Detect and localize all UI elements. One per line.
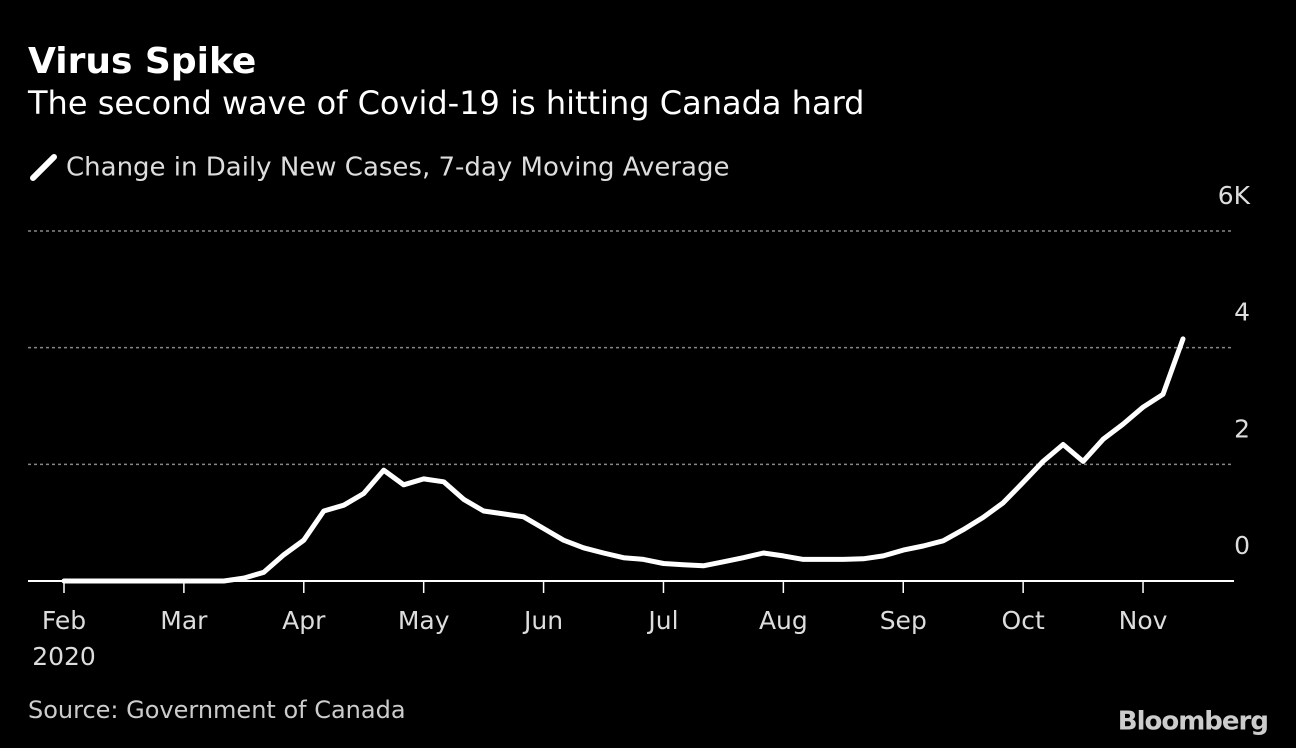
- x-tick-label: May: [398, 606, 450, 635]
- x-tick-label: Feb: [42, 606, 86, 635]
- y-tick-label: 0: [1234, 531, 1250, 560]
- chart-subtitle: The second wave of Covid-19 is hitting C…: [27, 84, 864, 122]
- x-tick-label: Sep: [880, 606, 927, 635]
- x-tick-label: Apr: [282, 606, 326, 635]
- y-tick-label: 6K: [1218, 181, 1251, 210]
- brand-logo: Bloomberg: [1118, 707, 1268, 737]
- x-tick-label: Jun: [522, 606, 563, 635]
- y-tick-label: 4: [1234, 298, 1250, 327]
- x-tick-label: Aug: [759, 606, 808, 635]
- x-year-label: 2020: [32, 642, 96, 671]
- source: Source: Government of Canada: [28, 696, 406, 724]
- legend-label: Change in Daily New Cases, 7-day Moving …: [66, 153, 729, 183]
- x-tick-label: Jul: [646, 606, 678, 635]
- chart-title: Virus Spike: [28, 41, 256, 82]
- x-tick-label: Oct: [1002, 606, 1045, 635]
- y-tick-label: 2: [1234, 414, 1250, 443]
- x-tick-label: Nov: [1119, 606, 1168, 635]
- legend-swatch: [30, 154, 57, 181]
- data-line: [61, 336, 1186, 584]
- x-tick-label: Mar: [160, 606, 208, 635]
